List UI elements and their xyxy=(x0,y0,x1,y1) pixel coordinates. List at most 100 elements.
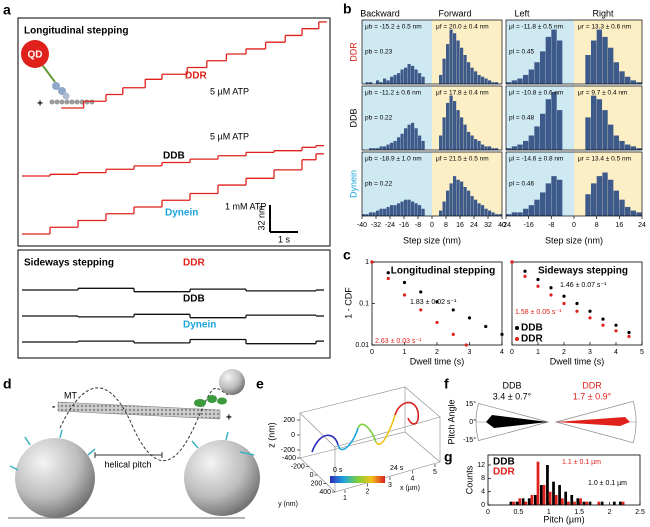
x-tick-label: 8 xyxy=(595,222,599,229)
histogram-bar xyxy=(517,212,523,216)
column-header: Left xyxy=(514,8,530,18)
histogram-bar xyxy=(477,203,481,216)
histogram-bar xyxy=(523,74,529,84)
bar xyxy=(548,491,552,505)
cdf-point xyxy=(549,286,553,290)
histogram-bar xyxy=(460,117,464,150)
histogram-bar xyxy=(495,214,499,216)
group-label: DDB xyxy=(502,380,521,390)
x-tick-label: 24 xyxy=(638,222,646,229)
histogram-bar xyxy=(557,40,563,84)
y-tick-label: 12 xyxy=(477,462,485,469)
histogram-bar xyxy=(596,99,603,150)
y-tick-label: -400 xyxy=(282,455,296,462)
histogram-bar xyxy=(463,124,467,150)
histogram-bar xyxy=(418,73,422,84)
y-tick-label: 400 xyxy=(319,489,331,496)
x-tick-label: 5 xyxy=(640,349,644,356)
y-tick-label: 200 xyxy=(311,480,323,487)
histogram-bar xyxy=(404,67,408,84)
legend-label: DDB xyxy=(521,323,543,334)
bar xyxy=(533,495,537,505)
x-tick-label: 1 xyxy=(403,349,407,356)
histogram-bar xyxy=(481,205,485,216)
histogram-bar xyxy=(511,80,518,84)
histogram-bar xyxy=(491,82,495,84)
bar xyxy=(542,485,546,505)
cdf-point xyxy=(614,329,618,333)
angle-annotation: 1.7 ± 0.9° xyxy=(573,391,612,401)
histogram-bar xyxy=(534,199,540,216)
column-header: Backward xyxy=(360,8,400,18)
histogram-bar xyxy=(460,47,464,84)
histogram-bar xyxy=(517,78,523,84)
frame xyxy=(361,85,503,151)
bar xyxy=(612,501,616,505)
bar xyxy=(621,501,625,505)
bar xyxy=(509,501,513,505)
x-tick-label: 1 xyxy=(536,349,540,356)
plus-end: + xyxy=(37,99,43,110)
cdf-point xyxy=(419,290,423,294)
trajectory-3d xyxy=(299,386,441,493)
cdf-point xyxy=(370,260,374,264)
cdf-point xyxy=(614,323,618,327)
histogram-bar xyxy=(481,76,485,84)
trace-label: Dynein xyxy=(183,320,216,331)
panel-title: Sideways stepping xyxy=(24,258,114,269)
x-tick-label: 16 xyxy=(456,222,464,229)
histogram-bar xyxy=(625,76,631,84)
x-axis-label: Dwell time (s) xyxy=(410,356,465,366)
trace-label: Dynein xyxy=(165,208,198,219)
histogram-bar xyxy=(369,148,373,150)
frame xyxy=(511,261,643,346)
histogram-bar xyxy=(534,126,540,150)
angle-tick-label: 0° xyxy=(469,418,476,426)
histogram-bar xyxy=(393,74,397,84)
histogram-bar xyxy=(636,148,642,150)
histogram-bar xyxy=(470,135,474,150)
histogram-bar xyxy=(498,214,502,216)
angle-tick-label: 15° xyxy=(465,400,476,408)
histogram-bar xyxy=(630,80,637,84)
probability-annotation: pl = 0.46 xyxy=(509,181,535,188)
mt-label: MT xyxy=(64,390,77,400)
histogram-bar xyxy=(540,192,546,216)
histogram-bar xyxy=(386,80,390,84)
histogram-bar xyxy=(376,148,380,150)
cdf-point xyxy=(562,301,566,306)
cdf-point xyxy=(500,332,504,337)
histogram-bar xyxy=(372,212,376,216)
histogram-bar xyxy=(365,82,369,84)
histogram-bar xyxy=(446,102,450,150)
histogram-bar xyxy=(545,183,552,216)
row-label: Dynein xyxy=(348,170,358,198)
cdf-point xyxy=(402,293,407,297)
y-axis-label: 1 - CDF xyxy=(343,287,353,319)
y-tick-label: 0 xyxy=(481,502,485,509)
histogram-bar xyxy=(630,210,637,216)
histogram-bar xyxy=(506,214,512,216)
panel-letter: g xyxy=(444,449,453,465)
y-tick-label: 1 xyxy=(365,259,369,266)
histogram-bar xyxy=(625,206,631,216)
histogram-bar xyxy=(488,80,492,84)
histogram-bar xyxy=(608,124,614,150)
histogram-bar xyxy=(463,187,467,216)
x-tick-label: 2 xyxy=(562,349,566,356)
histogram-bar xyxy=(540,51,546,84)
x-tick-label: 2 xyxy=(608,509,612,516)
x-axis-label: Pitch (µm) xyxy=(543,514,584,524)
x-axis-label: Dwell time (s) xyxy=(550,356,605,366)
frame xyxy=(17,17,331,247)
y-tick-label: -200 xyxy=(291,463,305,470)
x-tick-label: 32 xyxy=(484,222,492,229)
histogram-bar xyxy=(372,148,376,150)
x-tick-label: 3 xyxy=(588,349,592,356)
histogram-bar xyxy=(421,76,425,84)
group-label: DDR xyxy=(582,380,602,390)
histogram-bar xyxy=(585,194,591,216)
cdf-point xyxy=(419,308,423,312)
histogram-bar xyxy=(619,140,625,150)
histogram-bar xyxy=(442,117,446,150)
